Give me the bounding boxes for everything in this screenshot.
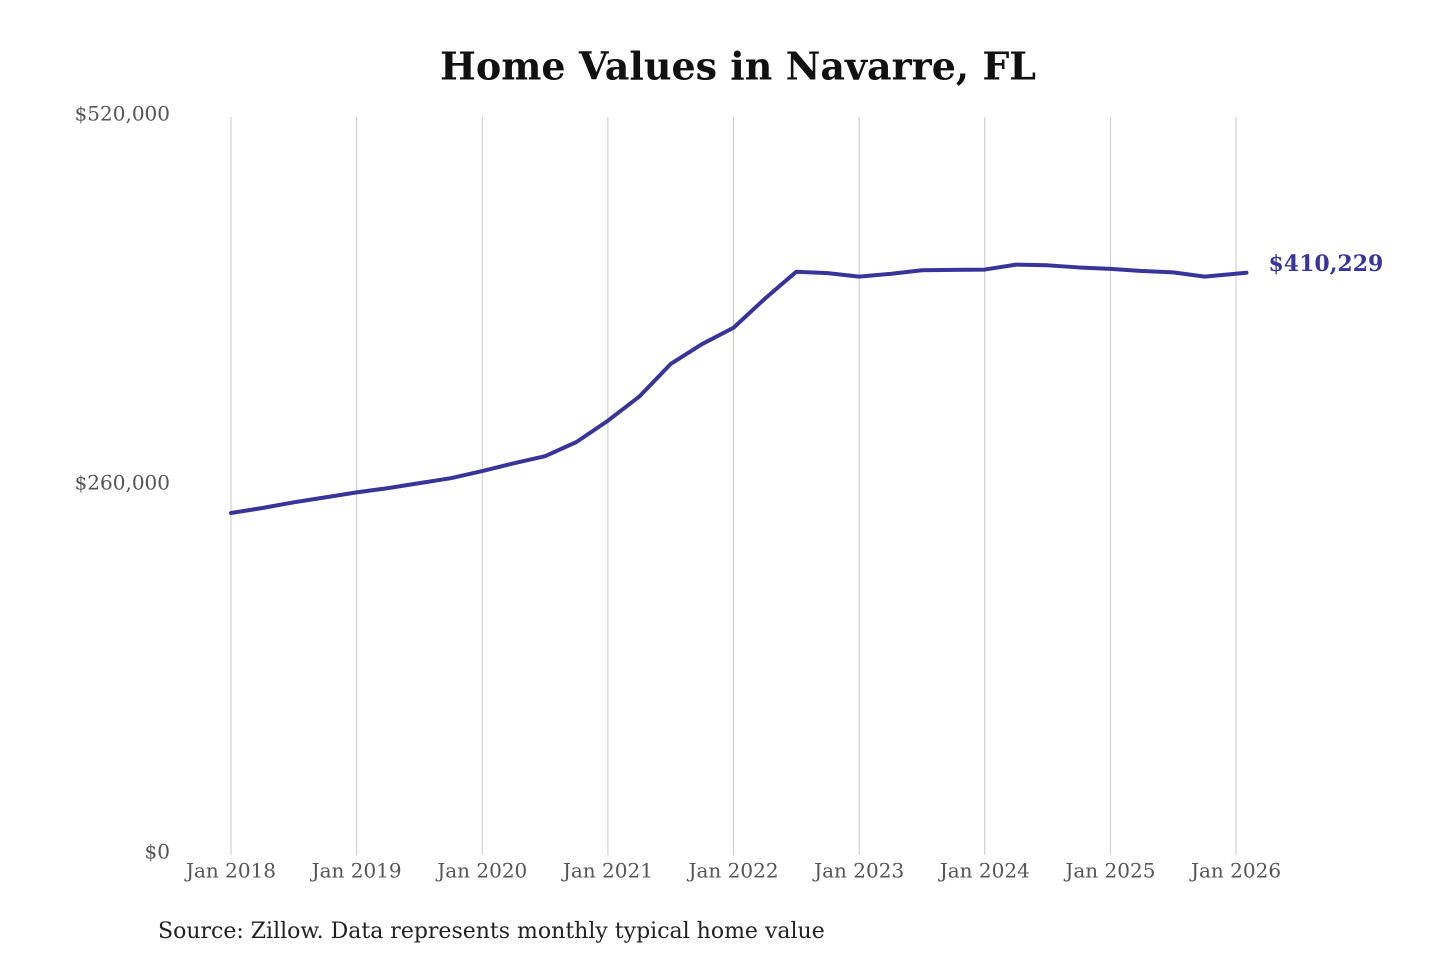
source-note: Source: Zillow. Data represents monthly …: [158, 919, 825, 944]
x-tick-label: Jan 2024: [938, 859, 1030, 883]
x-tick-label: Jan 2025: [1063, 859, 1155, 883]
y-tick-label: $260,000: [75, 471, 170, 495]
x-tick-label: Jan 2019: [310, 859, 402, 883]
data-line: [229, 262, 1249, 515]
x-tick-label: Jan 2026: [1189, 859, 1281, 883]
x-tick-label: Jan 2021: [561, 859, 653, 883]
y-tick-label: $0: [145, 840, 170, 864]
x-tick-label: Jan 2023: [812, 859, 904, 883]
y-tick-label: $520,000: [75, 102, 170, 126]
x-tick-label: Jan 2020: [435, 859, 527, 883]
x-tick-label: Jan 2022: [686, 859, 778, 883]
chart-title: Home Values in Navarre, FL: [440, 44, 1036, 89]
value-label: $410,229: [1269, 251, 1384, 277]
x-tick-label: Jan 2018: [184, 859, 276, 883]
